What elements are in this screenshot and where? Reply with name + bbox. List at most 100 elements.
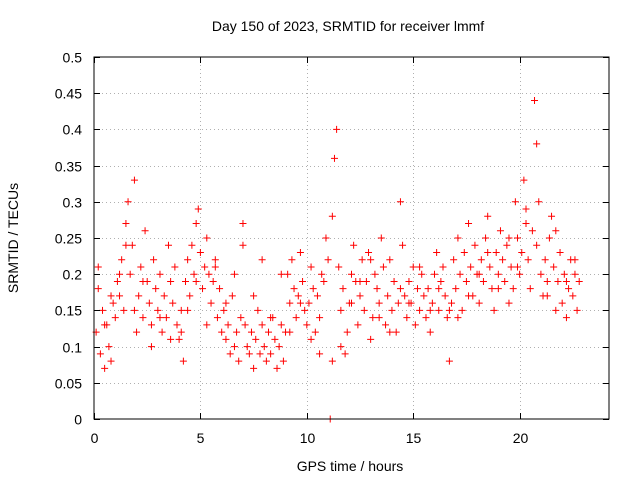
data-point <box>203 234 211 242</box>
data-point <box>450 256 458 264</box>
grid-lines <box>94 57 609 419</box>
data-point <box>213 314 221 322</box>
data-point <box>471 241 479 249</box>
data-point <box>318 270 326 278</box>
data-point <box>375 314 383 322</box>
data-point <box>328 357 336 365</box>
data-point <box>177 306 185 314</box>
x-tick-label: 10 <box>300 430 316 446</box>
data-point <box>369 314 377 322</box>
data-point <box>411 321 419 329</box>
data-point <box>286 299 294 307</box>
data-point <box>484 212 492 220</box>
data-point <box>130 176 138 184</box>
data-point <box>367 256 375 264</box>
data-point <box>554 277 562 285</box>
data-point <box>190 270 198 278</box>
x-tick-label: 0 <box>91 430 99 446</box>
data-point <box>343 328 351 336</box>
data-point <box>118 256 126 264</box>
data-point <box>137 263 145 271</box>
data-point <box>286 328 294 336</box>
data-point <box>420 292 428 300</box>
data-point <box>390 277 398 285</box>
data-point <box>105 343 113 351</box>
data-point <box>237 314 245 322</box>
y-tick-label: 0.35 <box>55 159 82 175</box>
data-point <box>443 314 451 322</box>
data-point <box>496 227 504 235</box>
data-point <box>99 306 107 314</box>
data-point <box>362 277 370 285</box>
data-point <box>313 292 321 300</box>
data-point <box>382 321 390 329</box>
data-point <box>448 299 456 307</box>
data-point <box>164 241 172 249</box>
data-point <box>277 321 285 329</box>
data-point <box>403 314 411 322</box>
data-point <box>320 277 328 285</box>
data-point <box>169 299 177 307</box>
data-point <box>439 263 447 271</box>
y-tick-label: 0 <box>74 412 82 428</box>
data-point <box>445 357 453 365</box>
data-point <box>288 256 296 264</box>
data-point <box>135 292 143 300</box>
data-point <box>531 96 539 104</box>
data-point <box>284 270 292 278</box>
data-point <box>101 364 109 372</box>
data-point <box>426 306 434 314</box>
data-point <box>365 248 373 256</box>
data-point <box>416 263 424 271</box>
data-point <box>316 350 324 358</box>
data-point <box>239 241 247 249</box>
data-point <box>499 256 507 264</box>
data-point <box>371 270 379 278</box>
data-point <box>550 263 558 271</box>
data-point <box>392 328 400 336</box>
data-point <box>201 263 209 271</box>
data-point <box>348 270 355 278</box>
data-point <box>316 314 324 322</box>
data-point <box>130 306 138 314</box>
data-point <box>422 314 430 322</box>
data-point <box>122 241 130 249</box>
data-point <box>482 234 490 242</box>
data-point <box>309 285 317 293</box>
data-point <box>307 335 315 343</box>
data-point <box>348 299 355 307</box>
data-point <box>524 256 532 264</box>
data-point <box>433 248 441 256</box>
data-point <box>275 343 283 351</box>
data-point <box>358 256 366 264</box>
data-point <box>254 306 262 314</box>
data-point <box>258 321 266 329</box>
data-point <box>305 299 313 307</box>
data-point <box>573 306 581 314</box>
data-point <box>456 270 464 278</box>
y-tick-label: 0.2 <box>63 267 83 283</box>
data-point <box>175 335 183 343</box>
data-point <box>560 270 568 278</box>
data-point <box>367 335 375 343</box>
data-point <box>396 198 404 206</box>
x-tick-label: 5 <box>197 430 205 446</box>
data-point <box>388 306 396 314</box>
data-point <box>218 328 226 336</box>
data-point <box>173 321 181 329</box>
data-point <box>445 306 453 314</box>
data-point <box>292 314 300 322</box>
y-axis-label: SRMTID / TECUs <box>5 183 21 293</box>
data-point <box>494 285 502 293</box>
data-point <box>116 292 124 300</box>
data-point <box>247 328 255 336</box>
data-point <box>107 357 115 365</box>
data-point <box>233 328 241 336</box>
data-point <box>505 234 513 242</box>
data-point <box>354 321 362 329</box>
data-point <box>386 328 394 336</box>
data-point <box>401 292 409 300</box>
y-tick-label: 0.45 <box>55 86 82 102</box>
data-point <box>250 292 258 300</box>
